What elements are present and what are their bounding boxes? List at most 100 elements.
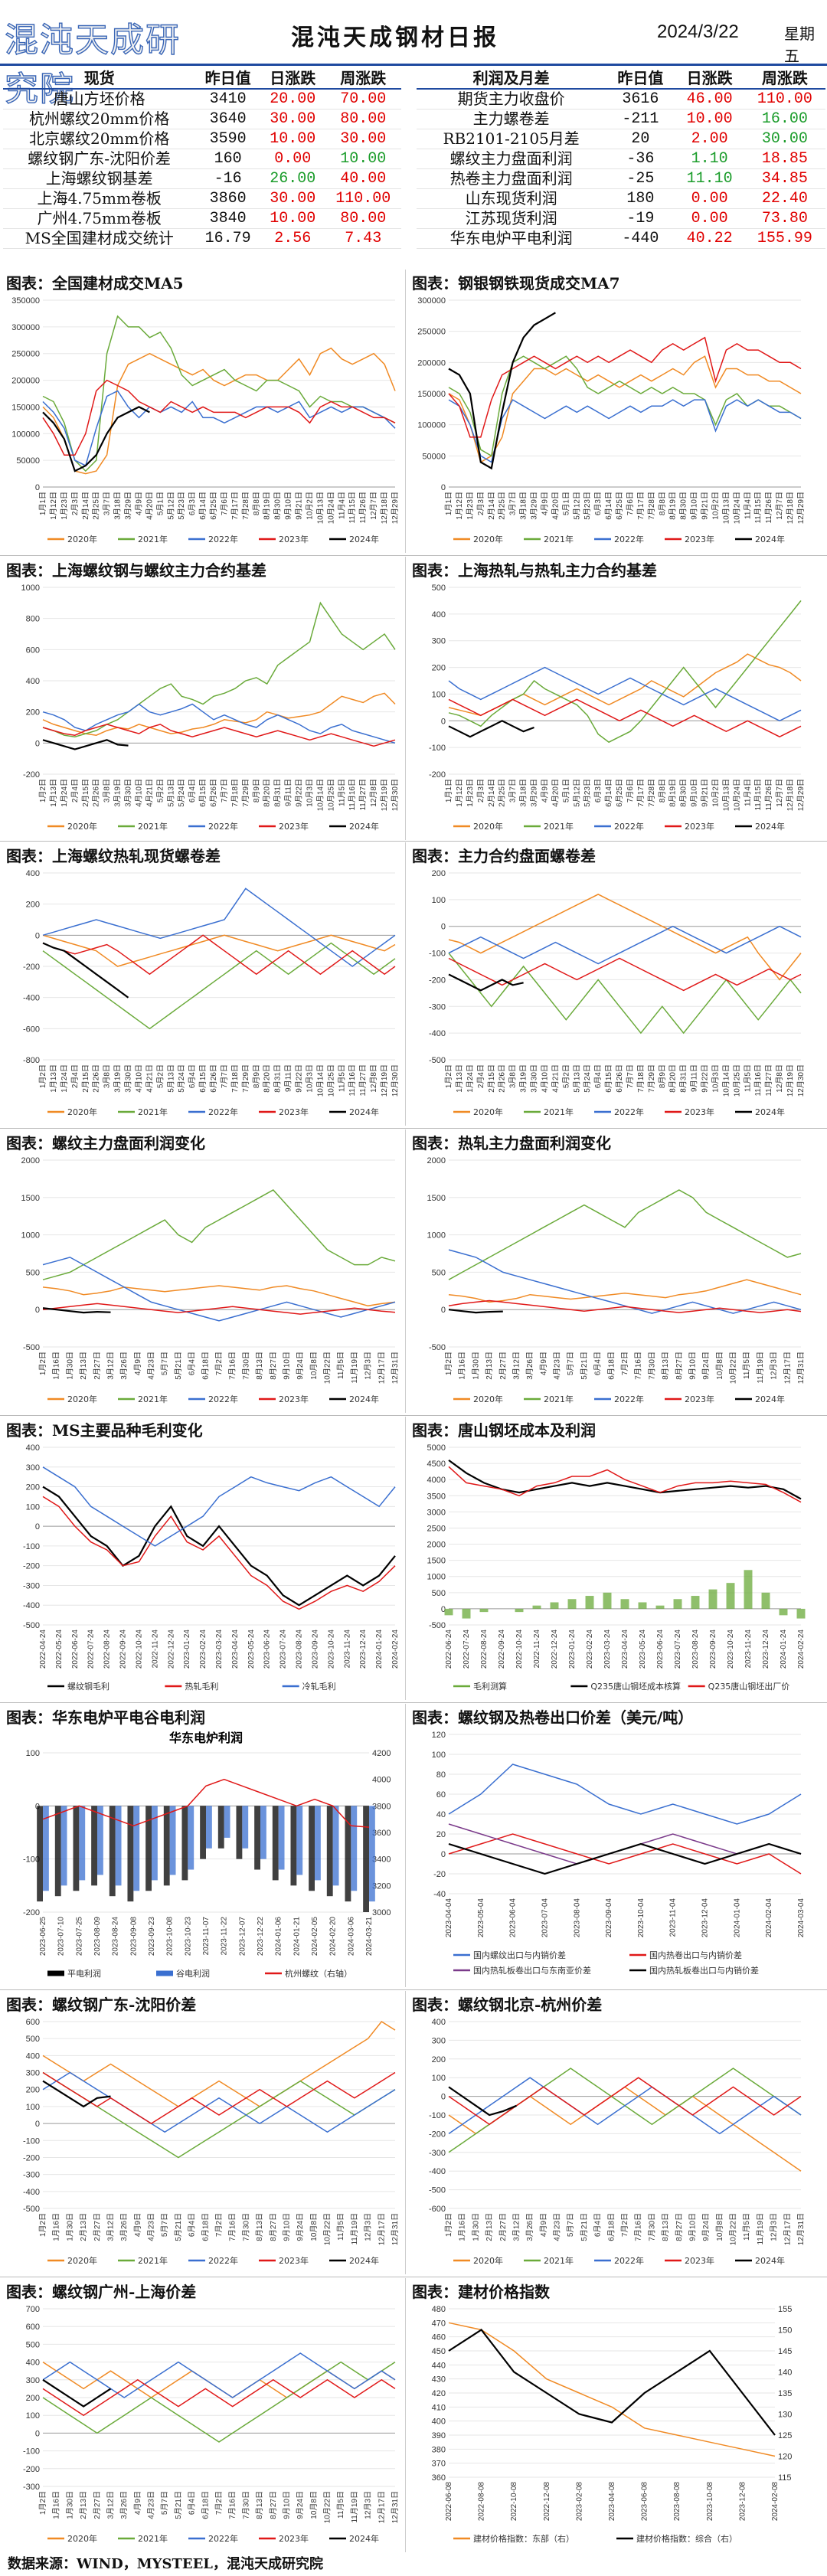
x-tick-label: 12月30日 (796, 1064, 806, 1097)
x-tick-label: 4月20日 (551, 492, 560, 520)
legend-entry: 2024年 (755, 1107, 785, 1117)
legend-entry: 2023年 (279, 1394, 309, 1404)
y-tick-label: -200 (23, 2153, 40, 2162)
x-tick-label: 2022-06-08 (445, 2482, 453, 2522)
table-header-cell: 日涨跌 (260, 69, 325, 90)
y-tick-label: -100 (23, 1855, 40, 1865)
x-tick-label: 12月8日 (369, 779, 378, 807)
chart-svg-c5: -800 -600 -400 -200 0 200 400 1月2日 1月13日 1月24日 2月4… (23, 869, 400, 1117)
series-line-Q235唐山钢坯出厂价 (448, 1466, 802, 1503)
series-line-2023年 (448, 698, 802, 738)
y-tick-label: 300 (26, 2376, 40, 2385)
x-tick-label: 1月16日 (458, 2213, 467, 2241)
bar-平电利润 (109, 1806, 116, 1897)
x-tick-label: 11月4日 (337, 492, 346, 519)
y-tick-label: -600 (23, 1025, 40, 1034)
legend-entry: 2023年 (279, 534, 309, 544)
y-tick-label: 4000 (427, 1476, 446, 1485)
legend-entry: 毛利测算 (473, 1681, 507, 1692)
x-tick-label: 7月2日 (214, 1352, 224, 1375)
x-tick-label: 8月31日 (679, 1064, 688, 1093)
legend-entry: 2023年 (279, 1107, 309, 1117)
x-tick-label: 5月1日 (561, 492, 570, 515)
x-tick-label: 4月21日 (145, 1064, 154, 1093)
x-tick-label: 6月4日 (188, 1064, 197, 1088)
x-tick-label: 11月26日 (358, 492, 368, 524)
x-tick-label: 2023-08-08 (673, 2482, 682, 2522)
x-tick-label: 10月8日 (309, 2491, 319, 2519)
x-tick-label: 12月31日 (391, 1352, 400, 1384)
x-tick-label: 1月12日 (49, 492, 58, 520)
x-tick-label: 6月26日 (209, 779, 218, 807)
cell-day: 30.00 (270, 110, 316, 128)
x-tick-label: 6月15日 (198, 779, 208, 807)
y2-tick-label: 115 (778, 2473, 792, 2483)
y-tick-label: -600 (429, 2205, 446, 2214)
y-tick-label: 100 (432, 690, 446, 699)
legend-entry: 2021年 (138, 2255, 168, 2266)
x-tick-label: 3月30日 (124, 1064, 133, 1093)
series-line-2022年 (448, 666, 802, 722)
cell-day: 40.22 (686, 230, 733, 247)
y-tick-label: -400 (23, 1601, 40, 1610)
x-tick-label: 8月8日 (252, 492, 261, 515)
bar-谷电利润 (315, 1806, 321, 1881)
y-tick-label: 0 (441, 2093, 446, 2102)
bar-平电利润 (91, 1806, 97, 1886)
bar-毛利测算 (708, 1589, 717, 1609)
table-row: 螺纹钢广东-沈阳价差 160 0.00 10.00 (3, 149, 401, 169)
x-tick-label: 10月3日 (305, 779, 314, 807)
bar-毛利测算 (638, 1602, 647, 1609)
series-line-国内热卷出口与内销价差 (448, 1833, 802, 1875)
x-tick-label: 7月16日 (228, 1352, 237, 1380)
x-tick-label: 2023-12-04 (701, 1898, 710, 1938)
legend-entry: 2022年 (614, 1107, 644, 1117)
x-tick-label: 4月9日 (540, 492, 549, 515)
table-row: RB2101-2105月差 20 2.00 30.00 (417, 129, 825, 149)
x-tick-label: 10月25日 (326, 779, 335, 811)
y-tick-label: -500 (429, 1343, 446, 1352)
y-tick-label: 600 (26, 646, 40, 655)
y-tick-label: 1000 (21, 584, 40, 593)
bar-毛利测算 (515, 1608, 524, 1613)
cell-week: 155.99 (757, 230, 812, 247)
x-tick-label: 4月21日 (145, 779, 154, 807)
y-tick-label: -500 (23, 1343, 40, 1352)
x-tick-label: 2月25日 (498, 779, 507, 807)
x-tick-label: 8月27日 (269, 2491, 278, 2519)
x-tick-label: 2024-03-21 (365, 1917, 374, 1957)
y-tick-label: 100 (26, 2411, 40, 2421)
y-tick-label: -500 (429, 2186, 446, 2195)
chart-svg-c15: -300 -200 -100 0 100 200 300 400 500 600 700 1月2日 1月… (23, 2305, 400, 2544)
series-line-热轧毛利 (42, 1496, 396, 1610)
chart-panel-c7: 图表：螺纹主力盘面利润变化 -500 0 500 1000 1500 2000 1月2日 1月1… (0, 1129, 406, 1413)
x-tick-label: 2023-07-24 (674, 1630, 682, 1669)
bar-谷电利润 (260, 1806, 266, 1859)
x-tick-label: 1月16日 (52, 2491, 61, 2519)
x-tick-label: 11月27日 (358, 779, 368, 811)
series-line-2021年 (448, 1189, 802, 1280)
series-line-2022年 (42, 1257, 396, 1322)
x-tick-label: 1月13日 (455, 1064, 464, 1093)
x-tick-label: 9月24日 (296, 2213, 305, 2241)
y-tick-label: -300 (429, 1002, 446, 1012)
cell-day: 30.00 (270, 190, 316, 208)
bar-平电利润 (363, 1806, 369, 1912)
x-tick-label: 6月18日 (606, 2213, 616, 2241)
x-tick-label: 5月12日 (572, 492, 581, 520)
x-tick-label: 2024-03-04 (797, 1898, 806, 1938)
x-tick-label: 10月22日 (323, 2213, 332, 2245)
x-tick-label: 2023-02-24 (586, 1630, 594, 1669)
legend-entry: 2020年 (67, 534, 97, 544)
y-tick-label: 60 (436, 1790, 446, 1800)
x-tick-label: 7月17日 (230, 492, 240, 520)
x-tick-label: 11月26日 (764, 779, 773, 811)
logo: 混沌天成研究院 (4, 9, 196, 109)
x-tick-label: 2月14日 (487, 779, 496, 807)
bar-谷电利润 (206, 1806, 212, 1849)
x-tick-label: 8月13日 (255, 1352, 264, 1380)
x-tick-label: 7月6日 (220, 492, 229, 515)
legend-entry: 2021年 (138, 2533, 168, 2544)
x-tick-label: 8月8日 (658, 779, 667, 803)
bar-平电利润 (326, 1806, 333, 1897)
